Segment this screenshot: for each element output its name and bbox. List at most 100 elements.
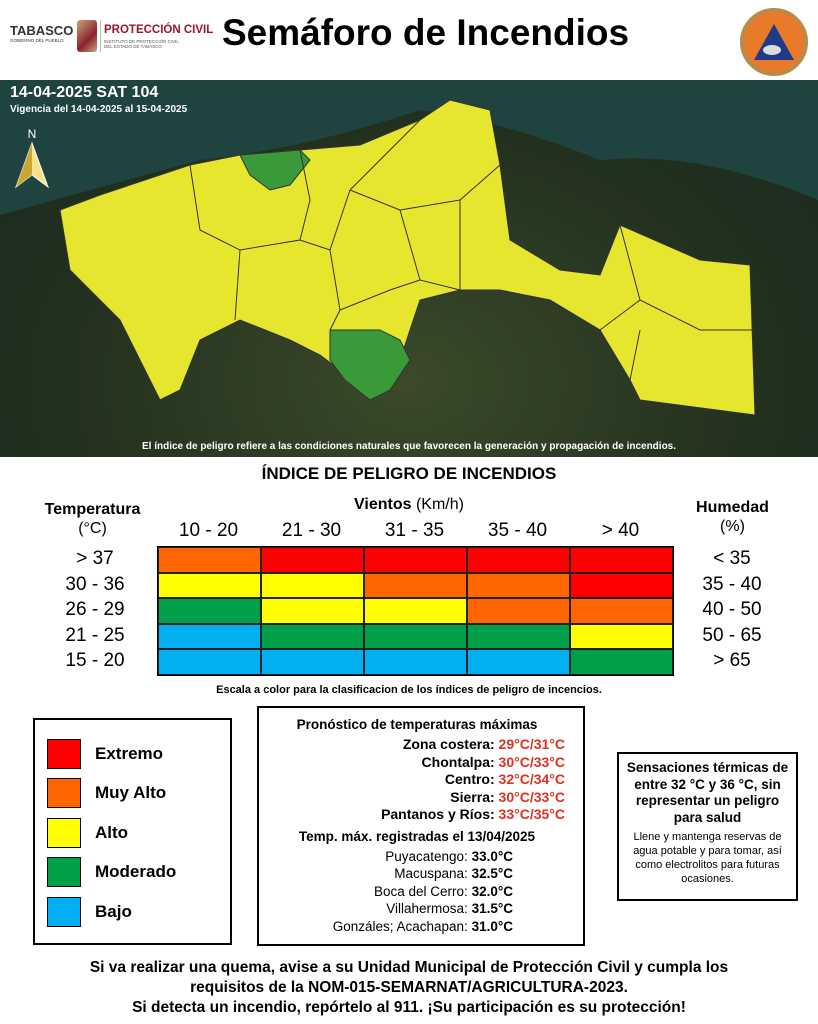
- footer-line: Si va realizar una quema, avise a su Uni…: [89, 959, 729, 976]
- humidity-row-label: < 35: [713, 548, 751, 569]
- recorded-station: Gonzáles; Acachapan: 31.0°C: [269, 918, 565, 936]
- legend-label: Moderado: [95, 862, 177, 882]
- sensation-heading: Sensaciones térmicas de entre 32 °C y 36…: [626, 760, 789, 825]
- proteccion-civil-wordmark: PROTECCIÓN CIVIL: [104, 24, 214, 36]
- zone-value: 30°C/33°C: [498, 753, 565, 770]
- divider: [100, 20, 101, 52]
- legend-item: Muy Alto: [47, 774, 218, 814]
- north-arrow: N: [12, 127, 52, 194]
- region-moderado-tacotalpa: [329, 329, 411, 401]
- legend-swatch: [47, 738, 81, 769]
- humidity-row-label: > 65: [713, 650, 751, 671]
- legend-item: Bajo: [47, 892, 218, 932]
- legend-item: Extremo: [47, 734, 218, 774]
- forecast-title: Pronóstico de temperaturas máximas: [296, 717, 538, 732]
- wind-column-label: 10 - 20: [178, 520, 239, 541]
- bulletin-date: 14-04-2025 SAT 104: [10, 84, 159, 101]
- tabasco-logo: TABASCO GOBIERNO DEL PUEBLO: [10, 24, 76, 44]
- sea-area: [0, 80, 818, 215]
- zone-name: Pantanos y Ríos:: [381, 806, 495, 822]
- footer-line: Si detecta un incendio, repórtelo al 911…: [132, 999, 686, 1016]
- legend-swatch: [47, 778, 81, 809]
- legend-item: Alto: [47, 813, 218, 853]
- humidity-row-label: 50 - 65: [702, 624, 762, 646]
- temperature-header: Temperatura (°C): [30, 500, 155, 538]
- zone-name: Centro:: [444, 771, 495, 787]
- grid-cell-extremo: [467, 547, 570, 573]
- grid-cell-alto: [158, 572, 261, 598]
- forecast-zone: Pantanos y Ríos: 33°C/35°C: [269, 806, 565, 824]
- legend-label: Bajo: [95, 901, 132, 921]
- grid-cell-moderado: [158, 598, 261, 624]
- zone-value: 30°C/33°C: [498, 788, 565, 805]
- north-arrow-icon: [14, 141, 50, 189]
- forecast-box: Pronóstico de temperaturas máximas Zona …: [257, 706, 585, 946]
- recorded-station: Macuspana: 32.5°C: [269, 865, 565, 883]
- heat-sensation-box: Sensaciones térmicas de entre 32 °C y 36…: [617, 752, 798, 901]
- grid-cell-extremo: [570, 547, 673, 573]
- tabasco-subtitle: GOBIERNO DEL PUEBLO: [10, 38, 64, 43]
- recorded-station: Puyacatengo: 33.0°C: [269, 848, 565, 866]
- wind-column-label: > 40: [601, 520, 640, 541]
- station-name: Boca del Cerro:: [374, 883, 468, 899]
- legend-label: Extremo: [95, 743, 164, 763]
- grid-cell-muy_alto: [158, 547, 261, 573]
- grid-cell-bajo: [467, 649, 570, 675]
- station-value: 31.0°C: [471, 918, 513, 934]
- grid-cell-bajo: [364, 649, 467, 675]
- grid-cell-muy_alto: [467, 572, 570, 598]
- recorded-title: Temp. máx. registradas el 13/04/2025: [298, 828, 536, 844]
- zone-value: 33°C/35°C: [498, 806, 565, 822]
- zone-name: Zona costera:: [402, 736, 495, 752]
- page-title: Semáforo de Incendios: [222, 12, 630, 53]
- footer-message: Si va realizar una quema, avise a su Uni…: [0, 958, 818, 1018]
- station-name: Gonzáles; Acachapan:: [332, 918, 468, 934]
- station-value: 32.0°C: [471, 883, 513, 899]
- station-value: 32.5°C: [471, 866, 513, 881]
- station-value: 33.0°C: [471, 848, 513, 864]
- humidity-label: Humedad: [696, 499, 769, 516]
- legend-item: Moderado: [47, 853, 218, 893]
- grid-cell-alto: [570, 623, 673, 649]
- grid-cell-bajo: [158, 623, 261, 649]
- tabasco-emblem-icon: [77, 20, 97, 52]
- station-name: Puyacatengo:: [385, 848, 468, 864]
- wind-column-label: 31 - 35: [384, 520, 445, 541]
- station-name: Villahermosa:: [386, 901, 468, 916]
- station-value: 31.5°C: [471, 901, 513, 916]
- humidity-header: Humedad (%): [675, 498, 790, 536]
- recorded-station: Boca del Cerro: 32.0°C: [269, 883, 565, 901]
- grid-cell-extremo: [364, 547, 467, 573]
- index-title: ÍNDICE DE PELIGRO DE INCENDIOS: [261, 464, 557, 483]
- legend-swatch: [47, 896, 81, 927]
- map-note: El índice de peligro refiere a las condi…: [141, 441, 677, 452]
- wind-column-label: 21 - 30: [281, 520, 342, 541]
- zone-value: 29°C/31°C: [498, 736, 565, 752]
- forecast-zone: Centro: 32°C/34°C: [269, 771, 565, 789]
- temperature-row-label: 21 - 25: [65, 624, 125, 646]
- wind-column-label: 35 - 40: [487, 520, 548, 541]
- humidity-row-label: 35 - 40: [702, 573, 762, 595]
- legend-label: Alto: [95, 822, 129, 842]
- forecast-zone: Zona costera: 29°C/31°C: [269, 736, 565, 754]
- forecast-zone: Chontalpa: 30°C/33°C: [269, 754, 565, 772]
- wind-header: Vientos (Km/h): [0, 495, 818, 514]
- tabasco-wordmark: TABASCO: [10, 23, 74, 38]
- grid-cell-moderado: [467, 623, 570, 649]
- proteccion-civil-logo: PROTECCIÓN CIVIL INSTITUTO DE PROTECCIÓN …: [104, 24, 216, 49]
- footer-line: requisitos de la NOM-015-SEMARNAT/AGRICU…: [190, 979, 628, 996]
- humidity-unit: (%): [720, 518, 745, 535]
- temperature-unit: (°C): [78, 520, 107, 537]
- wind-unit: (Km/h): [415, 496, 464, 513]
- grid-cell-moderado: [364, 623, 467, 649]
- proteccion-civil-subtitle: INSTITUTO DE PROTECCIÓN CIVIL DEL ESTADO…: [104, 38, 179, 49]
- legend-swatch: [47, 817, 81, 848]
- grid-cell-alto: [261, 598, 364, 624]
- station-name: Macuspana:: [394, 866, 468, 881]
- temperature-label: Temperatura: [44, 501, 141, 518]
- grid-cell-muy_alto: [364, 572, 467, 598]
- grid-cell-extremo: [261, 547, 364, 573]
- grid-cell-muy_alto: [570, 598, 673, 624]
- legend-swatch: [47, 857, 81, 888]
- grid-cell-muy_alto: [467, 598, 570, 624]
